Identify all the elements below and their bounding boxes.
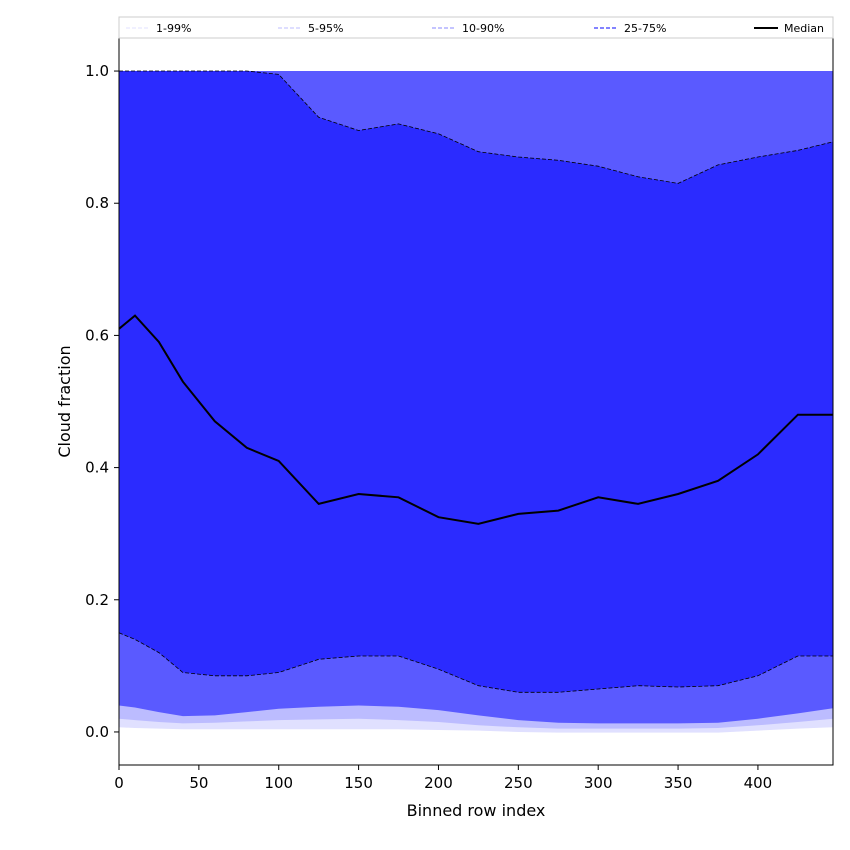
x-tick-label: 400 xyxy=(744,774,773,792)
x-tick-label: 100 xyxy=(264,774,293,792)
y-tick-label: 0.4 xyxy=(85,459,109,477)
legend-label: 5-95% xyxy=(308,22,343,35)
band-25-75% xyxy=(119,71,833,693)
legend-label: 10-90% xyxy=(462,22,504,35)
x-tick-label: 0 xyxy=(114,774,124,792)
y-tick-label: 0.6 xyxy=(85,326,109,344)
y-tick-label: 0.8 xyxy=(85,194,109,212)
x-axis-label: Binned row index xyxy=(407,801,546,820)
x-tick-label: 150 xyxy=(344,774,373,792)
x-tick-label: 200 xyxy=(424,774,453,792)
legend: 1-99% 5-95% 10-90% 25-75% Median xyxy=(118,16,834,39)
series-lines xyxy=(118,70,834,693)
x-tick-label: 300 xyxy=(584,774,613,792)
x-axis: 0 50 100 150 200 250 300 350 400 xyxy=(114,765,772,792)
series-line-Median xyxy=(118,314,833,525)
y-tick-label: 0.0 xyxy=(85,723,109,741)
y-axis-label: Cloud fraction xyxy=(55,345,74,457)
y-tick-label: 0.2 xyxy=(85,591,109,609)
percentile-bands xyxy=(119,71,833,733)
y-tick-label: 1.0 xyxy=(85,62,109,80)
x-tick-label: 250 xyxy=(504,774,533,792)
legend-label: 25-75% xyxy=(624,22,666,35)
legend-box xyxy=(118,16,834,39)
x-tick-label: 50 xyxy=(189,774,208,792)
band-edge-upper xyxy=(119,70,834,184)
y-axis: 0.0 0.2 0.4 0.6 0.8 1.0 xyxy=(85,62,119,741)
x-tick-label: 350 xyxy=(664,774,693,792)
band-edge-lower xyxy=(118,632,833,693)
legend-label: 1-99% xyxy=(156,22,191,35)
legend-label: Median xyxy=(784,22,824,35)
